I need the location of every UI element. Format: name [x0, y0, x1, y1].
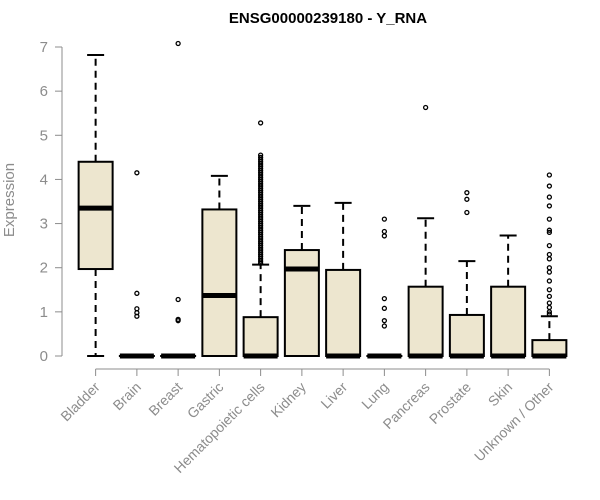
y-tick-label: 0: [40, 348, 48, 365]
outlier-point: [257, 258, 264, 264]
box-liver: [325, 201, 362, 359]
box-body: [77, 160, 114, 271]
box-body: [407, 285, 444, 357]
box-body: [242, 316, 279, 358]
outlier-point: [546, 256, 553, 262]
y-tick-label: 1: [40, 304, 48, 321]
outlier-point: [381, 233, 388, 239]
outlier-point: [381, 323, 388, 329]
outlier-point: [464, 196, 470, 202]
y-tick-label: 6: [40, 83, 48, 100]
outlier-point: [546, 304, 553, 311]
outlier-point: [546, 172, 553, 178]
box-body: [201, 208, 238, 357]
outlier-point: [546, 203, 553, 209]
box-brain: [118, 170, 155, 359]
outlier-point: [257, 260, 264, 266]
outlier-point: [175, 318, 181, 324]
box-unknown-other: [531, 172, 568, 359]
y-tick-label: 3: [40, 216, 48, 233]
outlier-point: [546, 309, 553, 315]
x-tick-label-kidney: Kidney: [267, 379, 309, 421]
outlier-point: [422, 104, 429, 111]
box-pancreas: [407, 104, 444, 359]
outlier-point: [546, 278, 553, 284]
box-bladder: [77, 53, 114, 357]
box-body: [490, 285, 527, 357]
boxes-layer: [77, 40, 568, 359]
outlier-point: [546, 216, 553, 222]
chart-title: ENSG00000239180 - Y_RNA: [229, 10, 427, 27]
outlier-point: [134, 313, 140, 319]
outlier-point: [134, 290, 140, 296]
outlier-point: [546, 293, 553, 300]
outlier-point: [546, 242, 553, 249]
box-breast: [160, 40, 197, 359]
outlier-point: [464, 209, 470, 216]
x-tick-label-skin: Skin: [485, 379, 516, 410]
box-body: [325, 268, 362, 357]
outlier-point: [381, 295, 388, 302]
outlier-point: [134, 170, 140, 176]
outlier-point: [257, 120, 264, 126]
outlier-point: [381, 318, 388, 324]
y-axis-label: Expression: [1, 163, 18, 237]
box-skin: [490, 234, 527, 359]
outlier-point: [175, 296, 181, 303]
outlier-point: [546, 194, 553, 200]
outlier-point: [464, 190, 470, 196]
y-tick-label: 7: [40, 39, 48, 56]
outlier-point: [546, 227, 553, 233]
x-tick-label-bladder: Bladder: [57, 379, 103, 425]
outlier-point: [546, 183, 553, 189]
outlier-point: [546, 300, 553, 306]
outlier-point: [175, 40, 181, 47]
box-kidney: [283, 204, 320, 357]
y-axis: 0 1 2 3 4 5 6 7: [40, 39, 63, 365]
x-tick-label-lung: Lung: [358, 379, 391, 412]
outlier-point: [546, 251, 553, 258]
box-body: [283, 249, 320, 357]
box-lung: [366, 216, 403, 359]
outlier-point: [546, 265, 553, 271]
y-tick-label: 4: [40, 171, 48, 188]
x-tick-label-liver: Liver: [317, 379, 350, 412]
outlier-point: [381, 305, 388, 311]
box-prostate: [448, 190, 485, 359]
x-tick-label-prostate: Prostate: [426, 379, 474, 427]
box-hematopoietic-cells: [242, 120, 279, 359]
outlier-point: [381, 228, 388, 235]
x-tick-label-breast: Breast: [145, 379, 185, 419]
outlier-point: [546, 229, 553, 236]
box-body: [448, 313, 485, 357]
outlier-point: [546, 287, 553, 293]
y-tick-label: 5: [40, 127, 48, 144]
outlier-point: [546, 311, 553, 317]
x-tick-label-brain: Brain: [110, 379, 144, 413]
outlier-point: [381, 216, 388, 222]
y-tick-label: 2: [40, 260, 48, 277]
box-gastric: [201, 174, 238, 357]
outlier-point: [546, 269, 553, 275]
